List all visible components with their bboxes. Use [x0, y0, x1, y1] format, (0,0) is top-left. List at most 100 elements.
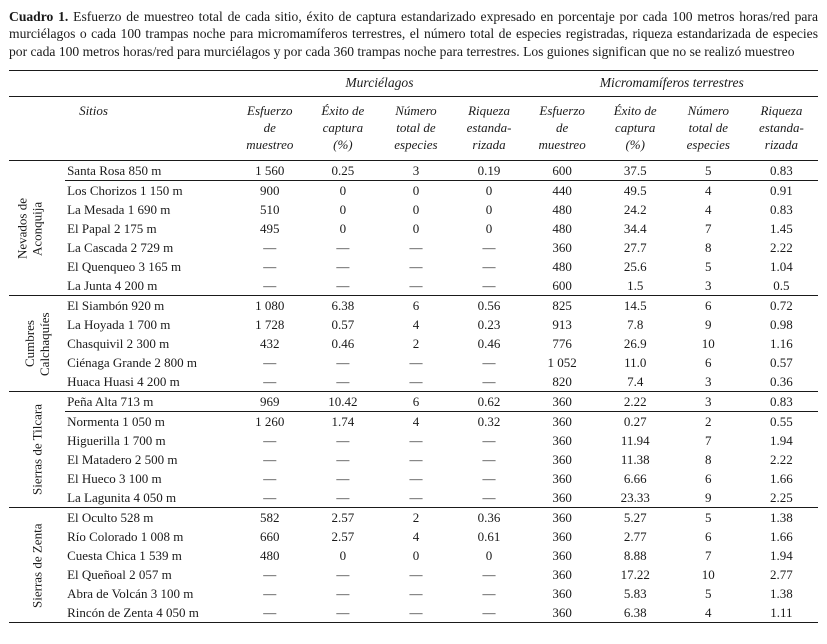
value-cell: 4 [705, 201, 712, 217]
value-cell: 495 [260, 220, 280, 236]
value-cell: 776 [552, 335, 572, 351]
site-cell: El Oculto 528 m [67, 509, 154, 525]
value-cell: 0 [412, 547, 420, 563]
mountain-range-group: Cumbres Calchaquíes El Siambón 920 m 1 080… [9, 295, 818, 392]
value-cell: 0.36 [477, 509, 501, 525]
table-row: Ciénaga Grande 2 800 m — — — — 1 052 11.0 6 0.57 [9, 353, 818, 372]
value-cell: 23.33 [620, 489, 650, 505]
value-cell: 3 [705, 277, 712, 293]
value-cell: 1 728 [255, 316, 285, 332]
value-cell: 360 [552, 585, 572, 601]
micro-effort-header: Esfuerzo de muestreo [538, 103, 586, 153]
value-cell: 6.66 [623, 470, 647, 486]
value-cell: 2.22 [770, 451, 793, 467]
span-header-row: Murciélagos Micromamíferos terrestres [9, 71, 818, 97]
value-cell: 0.32 [477, 413, 501, 429]
value-cell: 360 [552, 413, 572, 429]
value-cell: 0.57 [331, 316, 355, 332]
empty-header-cell [9, 97, 65, 161]
value-cell: 900 [260, 182, 280, 198]
value-cell: — [263, 239, 277, 255]
value-cell: 360 [552, 470, 572, 486]
value-cell: 1.74 [331, 413, 355, 429]
site-cell: Río Colorado 1 008 m [67, 528, 184, 544]
value-cell: 8.88 [623, 547, 647, 563]
value-cell: 360 [552, 489, 572, 505]
group-label: Sierras de Zenta [29, 522, 45, 608]
value-cell: 0 [339, 182, 347, 198]
value-cell: 0 [412, 201, 420, 217]
value-cell: 360 [552, 547, 572, 563]
value-cell: — [336, 373, 350, 389]
value-cell: 2.77 [770, 566, 793, 582]
value-cell: 0.83 [744, 391, 818, 413]
site-cell: Normenta 1 050 m [67, 413, 165, 429]
site-cell: Ciénaga Grande 2 800 m [67, 354, 198, 370]
value-cell: — [336, 470, 350, 486]
site-cell: Chasquivil 2 300 m [67, 335, 170, 351]
value-cell: 1 080 [255, 297, 285, 313]
value-cell: 7 [705, 220, 712, 236]
group-label: Sierras de Tilcara [29, 404, 45, 496]
value-cell: — [263, 432, 277, 448]
table-row: La Lagunita 4 050 m — — — — 360 23.33 9 2.25 [9, 488, 818, 508]
value-cell: 600 [525, 160, 599, 182]
data-table: Murciélagos Micromamíferos terrestres Si… [9, 70, 818, 624]
value-cell: 1.16 [770, 335, 793, 351]
value-cell: 5.27 [623, 509, 647, 525]
value-cell: 825 [552, 297, 572, 313]
value-cell: 4 [412, 316, 420, 332]
value-cell: 7 [705, 432, 712, 448]
value-cell: 5 [671, 160, 745, 182]
sites-column-header: Sitios [79, 103, 108, 119]
table-row: Cuesta Chica 1 539 m 480 0 0 0 360 8.88 7 1.94 [9, 546, 818, 565]
value-cell: 360 [552, 566, 572, 582]
bats-richness-header: Riqueza estanda- rizada [466, 103, 512, 153]
value-cell: — [336, 354, 350, 370]
table-row: El Queñoal 2 057 m — — — — 360 17.22 10 2.77 [9, 565, 818, 584]
value-cell: — [263, 566, 277, 582]
mountain-range-group: Sierras de Zenta El Oculto 528 m 582 2.57 2 0… [9, 507, 818, 623]
site-cell: El Siambón 920 m [67, 297, 165, 313]
site-cell: Abra de Volcán 3 100 m [67, 585, 194, 601]
value-cell: 4 [705, 182, 712, 198]
value-cell: — [336, 566, 350, 582]
site-cell: Huaca Huasi 4 200 m [67, 373, 180, 389]
value-cell: 7.4 [627, 373, 644, 389]
table-row: Normenta 1 050 m 1 260 1.74 4 0.32 360 0.27 2 0.… [9, 412, 818, 432]
value-cell: — [482, 470, 496, 486]
value-cell: — [263, 585, 277, 601]
table-row: Huaca Huasi 4 200 m — — — — 820 7.4 3 0.36 [9, 372, 818, 392]
value-cell: 9 [705, 489, 712, 505]
value-cell: — [409, 432, 423, 448]
value-cell: 0.46 [331, 335, 355, 351]
micro-richness-header: Riqueza estanda- rizada [759, 103, 804, 153]
value-cell: — [263, 470, 277, 486]
table-row: La Hoyada 1 700 m 1 728 0.57 4 0.23 913 7.8 9 0.… [9, 315, 818, 334]
value-cell: 0.91 [770, 182, 793, 198]
value-cell: 432 [260, 335, 280, 351]
value-cell: 4 [412, 413, 420, 429]
value-cell: — [482, 373, 496, 389]
value-cell: — [409, 470, 423, 486]
site-cell: El Matadero 2 500 m [67, 451, 178, 467]
group-label: Nevados de Aconquija [14, 197, 45, 259]
value-cell: — [482, 604, 496, 620]
value-cell: 360 [552, 451, 572, 467]
value-cell: — [482, 585, 496, 601]
value-cell: 1 560 [233, 160, 307, 182]
value-cell: — [409, 566, 423, 582]
bats-capture-success-header: Éxito de captura (%) [321, 103, 365, 153]
value-cell: 0.23 [477, 316, 501, 332]
value-cell: 1.94 [770, 547, 793, 563]
value-cell: 0 [412, 220, 420, 236]
caption-text: Esfuerzo de muestreo total de cada sitio… [9, 9, 818, 59]
table-row: Higuerilla 1 700 m — — — — 360 11.94 7 1.94 [9, 431, 818, 450]
value-cell: 2.57 [331, 509, 355, 525]
value-cell: 37.5 [598, 160, 672, 182]
value-cell: 0 [339, 201, 347, 217]
bats-effort-header: Esfuerzo de muestreo [246, 103, 294, 153]
value-cell: 10 [701, 566, 715, 582]
value-cell: 4 [412, 528, 420, 544]
value-cell: — [263, 373, 277, 389]
